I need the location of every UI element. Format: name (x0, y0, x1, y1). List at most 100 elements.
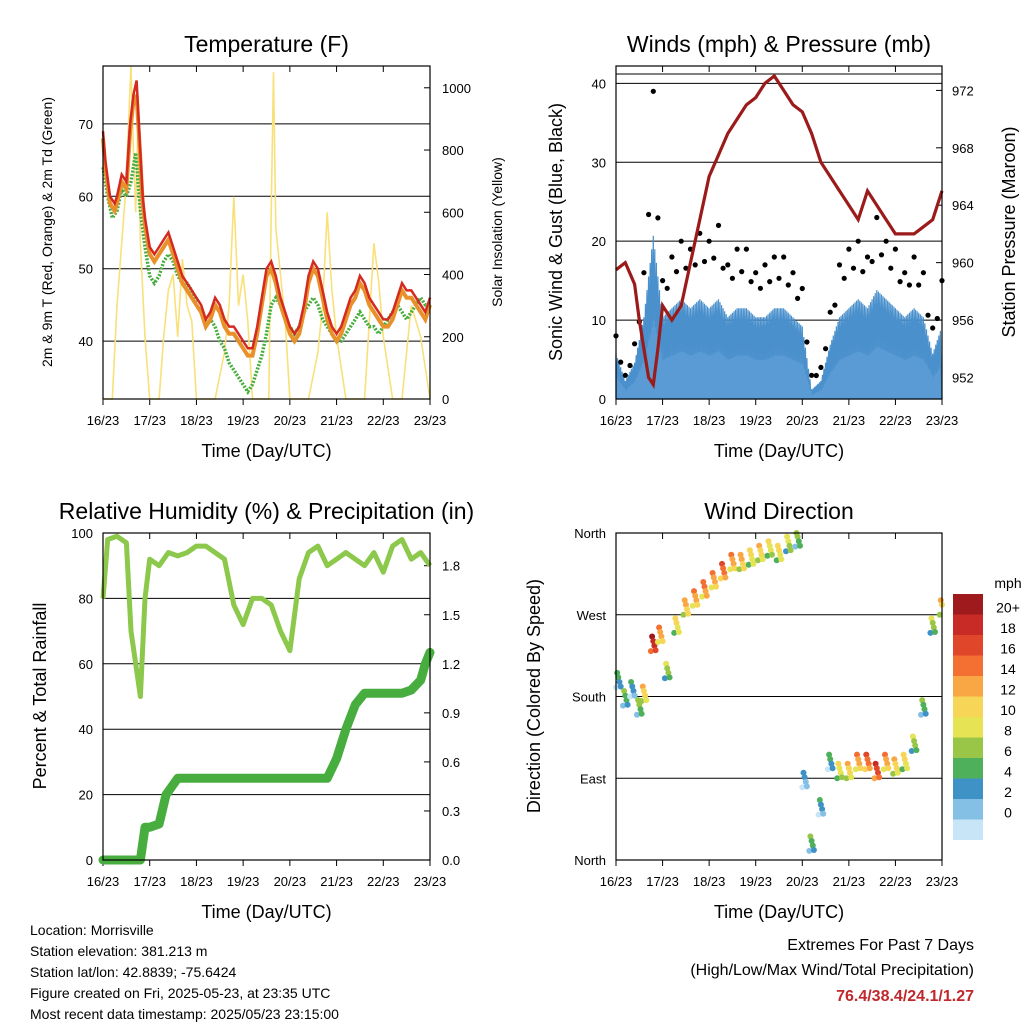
direction-point (748, 551, 755, 558)
direction-point (749, 556, 756, 563)
winds-y2tick-label: 960 (952, 256, 974, 271)
direction-point (755, 557, 761, 564)
gust-point (729, 275, 736, 281)
direction-point (631, 692, 638, 699)
direction-point (810, 847, 817, 853)
humidity-xtick-label: 20/23 (274, 874, 307, 889)
direction-point (673, 619, 680, 626)
direction-point (750, 560, 757, 567)
temperature-y2tick-label: 400 (442, 268, 464, 283)
direction-point (919, 697, 926, 704)
legend-label: 2 (1004, 784, 1012, 800)
direction-ytick-label: North (574, 526, 606, 541)
direction-point (693, 597, 700, 604)
winds-xtick-label: 19/23 (739, 413, 772, 428)
gust-point (906, 282, 913, 288)
direction-point (727, 566, 734, 573)
direction-point (737, 551, 744, 558)
station-info: Location: Morrisville Station elevation:… (30, 920, 339, 1025)
direction-ytick-label: East (580, 771, 606, 786)
gust-point (767, 279, 773, 285)
gust-point (669, 254, 675, 260)
gust-point (874, 214, 880, 221)
direction-point (629, 683, 636, 690)
direction-point (689, 602, 696, 609)
humidity-xtick-label: 17/23 (133, 874, 166, 889)
direction-point (642, 692, 649, 699)
gust-point (920, 270, 927, 276)
winds-ytick-label: 20 (592, 234, 606, 249)
gust-point (827, 309, 833, 315)
extremes-title: Extremes For Past 7 Days (787, 937, 974, 954)
direction-point (928, 615, 935, 622)
direction-point (792, 543, 799, 550)
legend-swatch (953, 614, 983, 635)
temperature-panel: Temperature (F) Time (Day/UTC) 16/23 17/23 1… (39, 31, 505, 461)
gust-point (743, 246, 750, 252)
direction-point (657, 629, 664, 635)
winds-y2tick-label: 968 (952, 141, 974, 156)
direction-xtick-label: 23/23 (926, 874, 959, 889)
direction-point (777, 551, 784, 558)
direction-point (875, 769, 881, 776)
temperature-2m-line (101, 80, 432, 350)
direction-point (829, 765, 836, 772)
gust-point (818, 364, 824, 370)
direction-point (700, 579, 707, 585)
direction-point (757, 547, 764, 554)
legend-swatch (953, 696, 983, 717)
gust-point (739, 269, 745, 275)
direction-xtick-label: 21/23 (833, 874, 866, 889)
direction-point (795, 538, 802, 545)
gust-point (888, 265, 894, 271)
speed-color-legend: mph 20+ 18 16 14 12 10 8 6 4 2 0 (953, 575, 1022, 840)
humidity-xtick-label: 23/23 (414, 874, 447, 889)
legend-swatch (953, 635, 983, 656)
gust-point (850, 265, 857, 271)
direction-point (852, 766, 859, 773)
direction-point (712, 579, 718, 585)
extremes-values: 76.4/38.4/24.1/1.27 (836, 988, 974, 1005)
direction-point (720, 565, 727, 572)
direction-point (929, 619, 936, 626)
winds-plot-border (615, 65, 943, 400)
direction-point (908, 748, 915, 754)
direction-point (682, 601, 689, 608)
winds-y2tick-label: 956 (952, 313, 974, 328)
direction-point (786, 542, 793, 549)
direction-point (857, 765, 864, 772)
direction-point (827, 756, 834, 763)
temperature-xtick-label: 18/23 (180, 413, 213, 428)
gust-point (790, 270, 796, 276)
gust-point (683, 265, 689, 271)
extremes-subtitle: (High/Low/Max Wind/Total Precipitation) (690, 962, 974, 979)
direction-point (883, 756, 890, 763)
direction-point (666, 674, 673, 681)
direction-point (927, 629, 934, 636)
direction-point (684, 606, 690, 613)
direction-point (630, 688, 637, 694)
direction-plot-border (615, 532, 943, 861)
temperature-y2tick-label: 800 (442, 143, 464, 158)
direction-point (709, 570, 716, 576)
direction-point (799, 784, 806, 791)
direction-point (628, 679, 635, 685)
direction-point (784, 533, 791, 540)
direction-ylabel-left: Direction (Colored By Speed) (524, 579, 544, 813)
gust-point (664, 285, 670, 291)
direction-point (911, 738, 918, 744)
direction-point (647, 648, 654, 655)
direction-point (739, 560, 746, 567)
legend-label: 16 (1000, 640, 1016, 656)
legend-label: 10 (1000, 702, 1016, 718)
direction-point (685, 610, 692, 617)
direction-point (787, 547, 794, 554)
gust-point (911, 254, 917, 260)
humidity-title: Relative Humidity (%) & Precipitation (i… (59, 498, 474, 524)
temperature-xtick-label: 23/23 (414, 413, 447, 428)
gust-point (622, 372, 628, 378)
direction-point (884, 760, 891, 767)
direction-point (826, 751, 833, 758)
direction-point (848, 774, 855, 781)
total-rainfall-line (98, 647, 435, 865)
